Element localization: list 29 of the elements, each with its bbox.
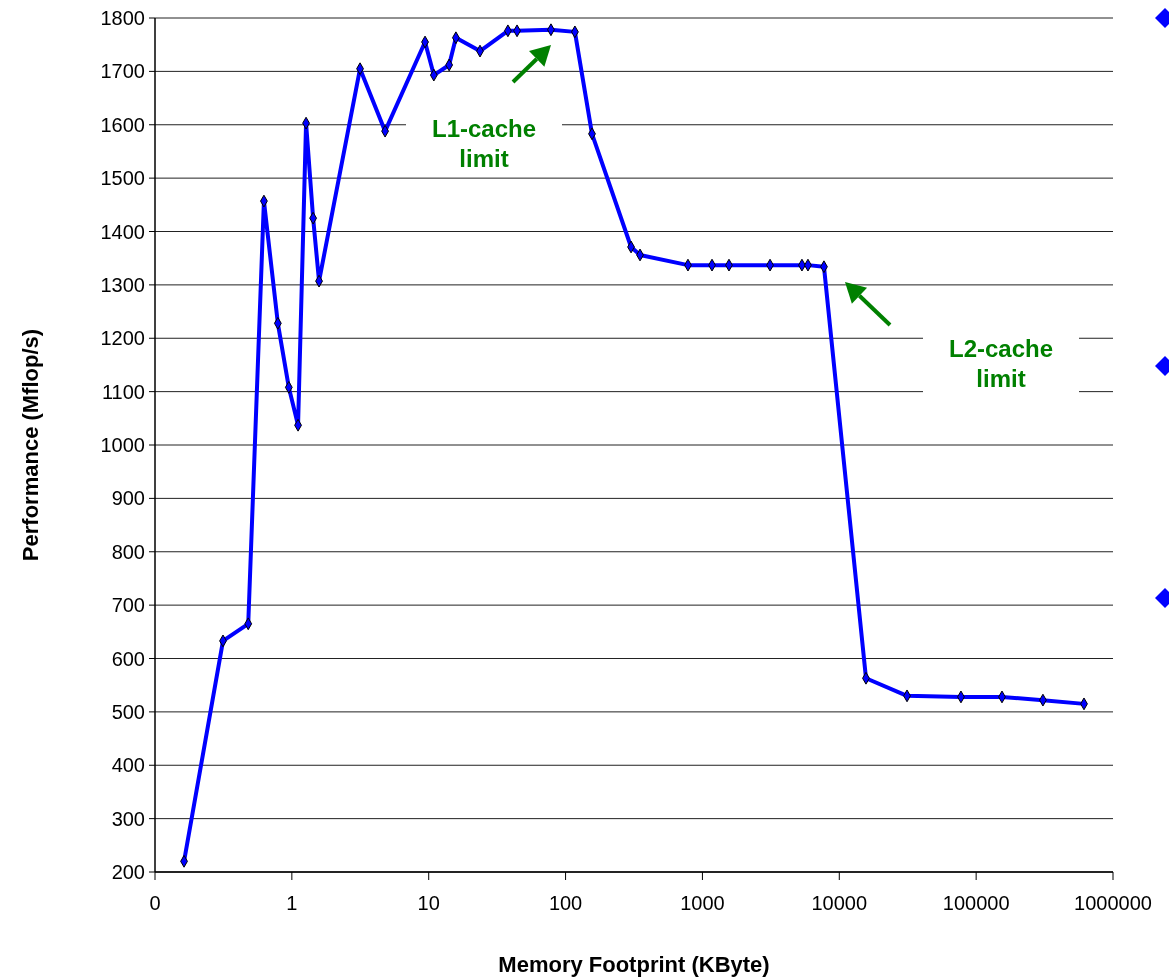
x-tick-label: 1000000 [1074, 892, 1152, 914]
y-tick-label: 500 [111, 700, 145, 723]
y-tick-label: 1800 [100, 7, 145, 29]
x-axis-title: Memory Footprint (KByte) [498, 952, 770, 977]
x-tick-label: 0 [149, 892, 161, 914]
y-tick-label: 1200 [100, 327, 145, 350]
y-tick-label: 900 [111, 487, 145, 510]
y-tick-label: 400 [111, 754, 145, 777]
y-tick-label: 200 [111, 861, 145, 883]
x-tick-label: 10000 [811, 892, 868, 914]
annotation: L2-cache limit [948, 335, 1054, 392]
y-tick-label: 300 [111, 807, 145, 830]
y-tick-label: 1100 [101, 380, 145, 403]
x-tick-label: 1 [286, 892, 298, 914]
y-tick-label: 700 [111, 594, 145, 617]
y-axis-title: Performance (Mflop/s) [18, 328, 43, 562]
y-tick-label: 800 [111, 540, 145, 563]
x-tick-label: 100000 [942, 892, 1010, 914]
x-tick-label: 100 [548, 892, 583, 914]
y-tick-label: 1600 [100, 113, 145, 136]
x-tick-label: 1000 [680, 892, 725, 914]
y-tick-label: 1400 [100, 220, 145, 243]
x-tick-label: 10 [417, 892, 440, 914]
y-tick-label: 1500 [100, 167, 145, 190]
y-tick-label: 1700 [100, 60, 145, 83]
y-tick-label: 1000 [100, 434, 145, 456]
y-tick-label: 600 [111, 647, 145, 670]
y-tick-label: 1300 [100, 273, 145, 296]
annotation: L1-cache limit [431, 115, 537, 172]
